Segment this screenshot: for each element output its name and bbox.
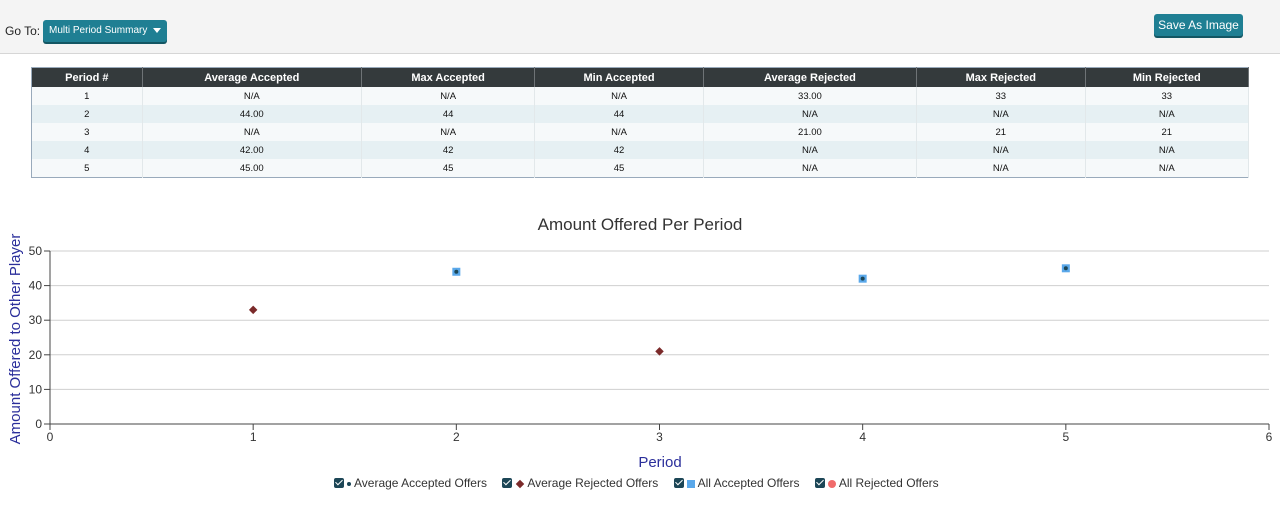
- data-point-average-accepted: [860, 276, 865, 281]
- table-cell: N/A: [142, 87, 362, 105]
- column-header: Average Rejected: [703, 67, 918, 87]
- y-axis-label: Amount Offered to Other Player: [7, 234, 24, 445]
- x-tick-label: 4: [859, 430, 866, 444]
- checkbox-checked-icon[interactable]: [673, 478, 684, 488]
- table-cell: N/A: [534, 123, 704, 141]
- table-cell: 2: [31, 105, 143, 123]
- caret-down-icon: [153, 27, 162, 33]
- column-header: Period #: [31, 67, 143, 87]
- dot-marker-icon: [347, 481, 351, 486]
- y-tick-label: 0: [35, 417, 42, 431]
- y-tick-label: 50: [29, 244, 43, 258]
- checkbox-checked-icon[interactable]: [334, 478, 344, 488]
- data-point-average-accepted: [454, 269, 459, 274]
- table-cell: 4: [31, 141, 143, 159]
- table-row: 3 N/A N/A N/A 21.00 21 21: [31, 123, 1249, 141]
- table-cell: 21: [916, 123, 1086, 141]
- goto-dropdown-value: Multi Period Summary: [49, 25, 148, 36]
- table-cell: 21.00: [703, 123, 918, 141]
- toolbar: Go To: Multi Period Summary Save As Imag…: [0, 0, 1280, 54]
- table-cell: 44: [361, 105, 536, 123]
- chart-title: Amount Offered Per Period: [538, 215, 743, 234]
- table-cell: N/A: [1085, 141, 1249, 159]
- legend-item-average-accepted[interactable]: Average Accepted Offers: [334, 476, 487, 490]
- table-cell: 33.00: [703, 87, 918, 105]
- diamond-marker-icon: [516, 479, 525, 489]
- table-row: 5 45.00 45 45 N/A N/A N/A: [31, 159, 1249, 178]
- data-point-average-rejected: [248, 305, 258, 315]
- data-point-average-accepted: [1063, 266, 1068, 271]
- table-cell: N/A: [703, 105, 918, 123]
- table-cell: 33: [1085, 87, 1249, 105]
- table-cell: 5: [31, 159, 143, 178]
- goto-dropdown[interactable]: Multi Period Summary: [43, 20, 168, 42]
- table-cell: 44: [534, 105, 704, 123]
- table-cell: N/A: [916, 141, 1086, 159]
- legend-label: Average Rejected Offers: [527, 476, 659, 490]
- table-cell: 42: [534, 141, 704, 159]
- table-cell: N/A: [916, 105, 1086, 123]
- table-cell: N/A: [1085, 105, 1249, 123]
- table-cell: 1: [31, 87, 143, 105]
- column-header: Average Accepted: [142, 67, 362, 87]
- x-tick-label: 2: [453, 430, 460, 444]
- column-header: Max Accepted: [361, 67, 536, 87]
- goto-label: Go To:: [5, 24, 41, 38]
- x-tick-label: 3: [656, 430, 663, 444]
- table-cell: N/A: [361, 87, 536, 105]
- scatter-chart: Amount Offered Per Period 0 10 20 30 40 50 0 1 2 3…: [7, 215, 1273, 470]
- x-axis-label: Period: [638, 454, 681, 470]
- table-cell: 45.00: [142, 159, 362, 178]
- save-as-image-button[interactable]: Save As Image: [1154, 14, 1243, 36]
- y-tick-label: 10: [29, 382, 43, 396]
- column-header: Min Accepted: [534, 67, 704, 87]
- table-header-row: Period # Average Accepted Max Accepted M…: [31, 67, 1249, 87]
- table-cell: N/A: [703, 141, 918, 159]
- table-cell: N/A: [534, 87, 704, 105]
- table-cell: 44.00: [142, 105, 362, 123]
- x-tick-label: 6: [1266, 430, 1273, 444]
- y-tick-label: 30: [29, 313, 43, 327]
- column-header: Min Rejected: [1085, 67, 1249, 87]
- checkbox-checked-icon[interactable]: [502, 478, 513, 488]
- table-cell: N/A: [361, 123, 536, 141]
- table-row: 2 44.00 44 44 N/A N/A N/A: [31, 105, 1249, 123]
- legend-label: All Accepted Offers: [697, 476, 800, 490]
- table-cell: 33: [916, 87, 1086, 105]
- legend-item-all-rejected[interactable]: All Rejected Offers: [814, 476, 939, 490]
- table-row: 4 42.00 42 42 N/A N/A N/A: [31, 141, 1249, 159]
- x-tick-label: 0: [47, 430, 54, 444]
- table-cell: 21: [1085, 123, 1249, 141]
- table-cell: 3: [31, 123, 143, 141]
- column-header: Max Rejected: [916, 67, 1086, 87]
- legend-label: All Rejected Offers: [838, 476, 939, 490]
- summary-table: Period # Average Accepted Max Accepted M…: [31, 67, 1249, 178]
- table-row: 1 N/A N/A N/A 33.00 33 33: [31, 87, 1249, 105]
- table-cell: N/A: [703, 159, 918, 178]
- table-cell: N/A: [916, 159, 1086, 178]
- table-cell: 42: [361, 141, 536, 159]
- x-tick-label: 5: [1062, 430, 1069, 444]
- table-cell: 45: [534, 159, 704, 178]
- legend-item-average-rejected[interactable]: Average Rejected Offers: [502, 476, 658, 490]
- legend-item-all-accepted[interactable]: All Accepted Offers: [673, 476, 800, 490]
- x-tick-label: 1: [250, 430, 257, 444]
- table-cell: 42.00: [142, 141, 362, 159]
- checkbox-checked-icon[interactable]: [814, 478, 825, 488]
- table-cell: 45: [361, 159, 536, 178]
- table-cell: N/A: [142, 123, 362, 141]
- square-marker-icon: [686, 479, 695, 488]
- circle-marker-icon: [827, 479, 836, 488]
- chart-legend: Average Accepted Offers Average Rejected…: [334, 476, 951, 490]
- y-tick-label: 20: [29, 348, 43, 362]
- legend-label: Average Accepted Offers: [354, 476, 487, 490]
- data-point-average-rejected: [655, 347, 664, 356]
- table-cell: N/A: [1085, 159, 1249, 178]
- y-tick-label: 40: [29, 279, 43, 293]
